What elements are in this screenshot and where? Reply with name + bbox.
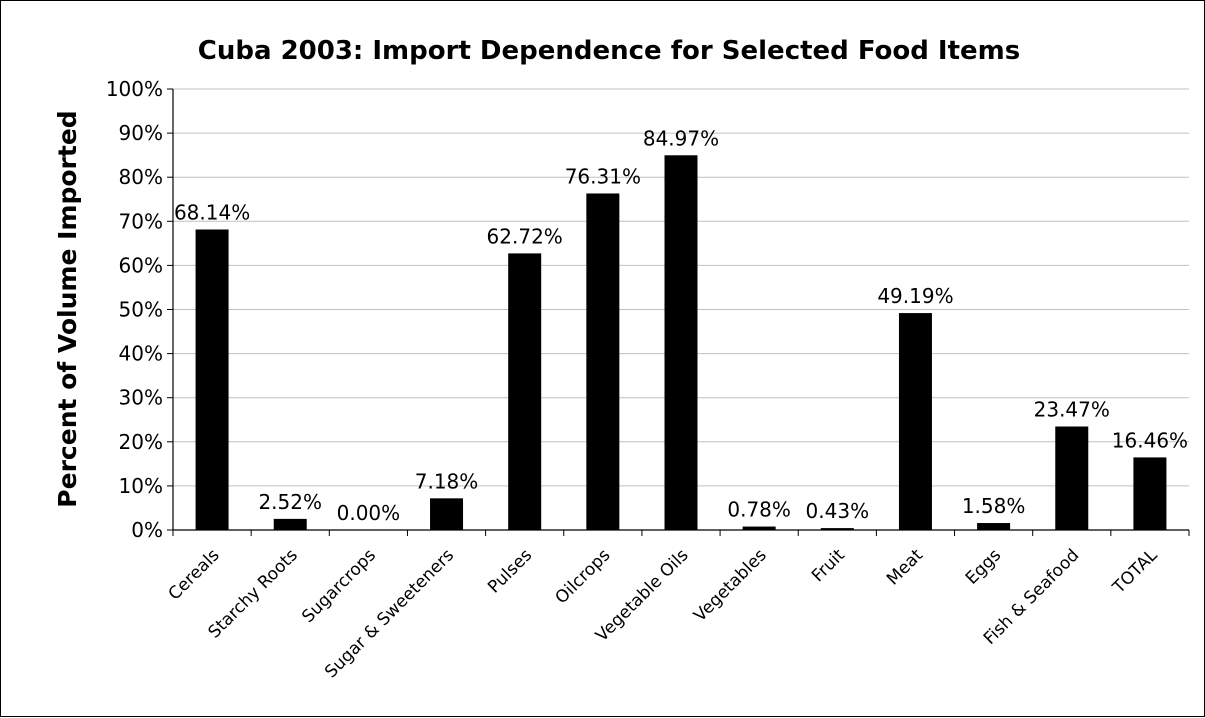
x-tick-label: Fruit (808, 545, 849, 586)
y-tick-label: 60% (119, 253, 163, 277)
data-label: 68.14% (174, 201, 250, 225)
bar (664, 155, 698, 531)
data-label: 7.18% (415, 469, 479, 493)
data-label: 1.58% (962, 494, 1026, 518)
x-tick-label: TOTAL (1108, 545, 1161, 598)
data-label: 16.46% (1112, 428, 1188, 452)
bar (1133, 457, 1167, 530)
y-tick-label: 10% (119, 474, 163, 498)
data-label: 23.47% (1034, 397, 1110, 421)
x-tick-label: Sugar & Sweeteners (321, 545, 458, 682)
y-tick-label: 50% (119, 298, 163, 322)
x-tick-label: Cereals (165, 545, 224, 604)
bar (508, 253, 542, 531)
data-label: 0.78% (727, 498, 791, 522)
data-label: 76.31% (565, 164, 641, 188)
x-tick-label: Meat (883, 545, 927, 589)
x-tick-label: Pulses (484, 545, 536, 597)
y-tick-label: 80% (119, 165, 163, 189)
data-label: 0.00% (337, 501, 401, 525)
bar (898, 313, 932, 530)
y-tick-label: 30% (119, 386, 163, 410)
y-axis-label: Percent of Volume Imported (53, 110, 82, 507)
x-tick-label: Oilcrops (552, 545, 615, 608)
x-tick-label: Vegetables (690, 545, 771, 626)
data-label: 49.19% (877, 284, 953, 308)
data-label: 0.43% (806, 499, 870, 523)
x-tick-label: Eggs (962, 545, 1005, 588)
bar (977, 523, 1011, 530)
data-label: 62.72% (487, 224, 563, 248)
y-tick-label: 70% (119, 209, 163, 233)
axes (167, 88, 1190, 536)
y-tick-label: 100% (106, 77, 163, 101)
y-tick-label: 20% (119, 430, 163, 454)
y-tick-label: 90% (119, 121, 163, 145)
bar (820, 528, 854, 530)
x-tick-label: Sugarcrops (298, 545, 380, 627)
bar (195, 229, 229, 530)
bar (742, 526, 776, 530)
y-tick-label: 40% (119, 342, 163, 366)
y-tick-labels: 0% 10% 20% 30% 40% 50% 60% 70% 80% 90% 100% (106, 77, 163, 542)
bar (430, 498, 464, 530)
y-tick-label: 0% (131, 518, 163, 542)
data-label: 2.52% (258, 490, 322, 514)
bar (273, 518, 307, 530)
bar (586, 193, 620, 530)
bars (195, 155, 1167, 531)
data-labels: 68.14% 2.52% 0.00% 7.18% 62.72% 76.31%84.97% 0… (174, 126, 1188, 525)
data-label: 84.97% (643, 126, 719, 150)
chart-title: Cuba 2003: Import Dependence for Selecte… (198, 36, 1020, 66)
bar (1055, 426, 1089, 530)
